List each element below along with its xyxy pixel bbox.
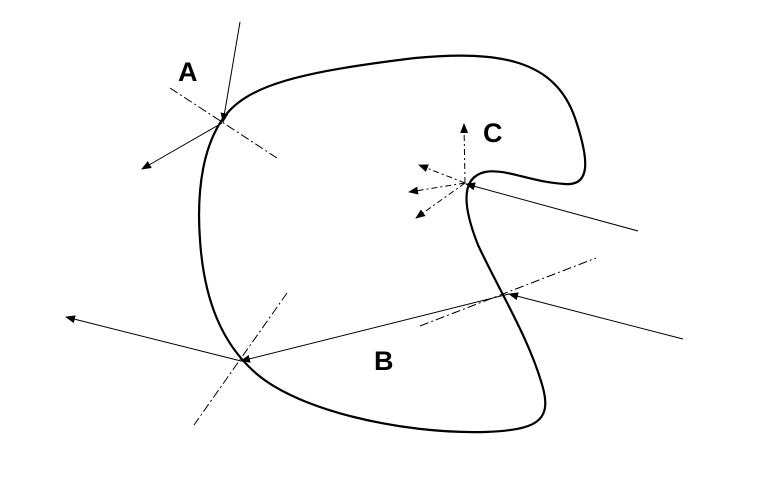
object-outline [197,54,587,434]
internal-ray [240,293,510,363]
normal-line-a [169,87,278,159]
label-a: A [178,57,198,87]
point-a-group [141,21,278,170]
incident-ray-exterior [508,292,684,340]
scatter-ray-c-4 [415,182,466,219]
exit-ray [65,315,242,362]
label-b: B [374,346,394,376]
scatter-ray-c-2 [418,164,466,184]
incident-ray-c [465,182,639,232]
label-c: C [483,118,503,148]
normal-line-b [193,292,288,426]
exit-normal-line [419,257,597,327]
scatter-ray-c-3 [408,182,466,195]
reflected-ray-a [141,122,223,170]
point-c-group [408,123,639,232]
point-b-group [65,257,684,426]
scatter-ray-c-1 [460,123,469,184]
incident-ray-a [220,21,241,123]
